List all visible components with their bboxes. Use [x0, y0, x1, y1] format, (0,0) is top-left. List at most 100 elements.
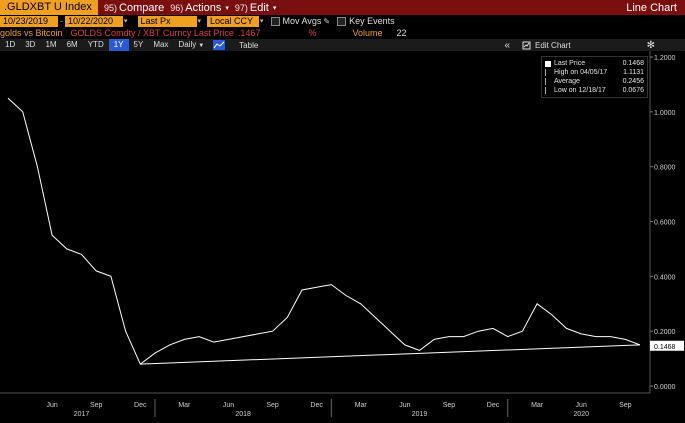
date-separator: - [60, 16, 63, 26]
edit-button[interactable]: 97) Edit ▾ [235, 2, 277, 14]
high-marker-icon [545, 69, 551, 76]
period-6m[interactable]: 6M [66, 40, 78, 49]
period-1m[interactable]: 1M [45, 40, 57, 49]
last-value-badge [650, 340, 684, 351]
y-tick-label: 0.8000 [654, 165, 676, 172]
legend-value: 1.1131 [623, 69, 644, 76]
last-value: .1467 [237, 28, 261, 38]
y-tick-label: 0.4000 [654, 274, 676, 281]
edit-chart-button[interactable]: Edit Chart [522, 41, 571, 50]
key-events-checkbox[interactable] [337, 16, 347, 26]
volume-value: 22 [396, 28, 407, 38]
field-select[interactable]: Last Px [137, 15, 197, 27]
period-ytd[interactable]: YTD [87, 40, 104, 49]
currency-select[interactable]: Local CCY [207, 15, 260, 27]
y-axis-ticks: 1.2000 1.0000 0.8000 0.6000 0.4000 0.2000 0.00… [650, 55, 676, 391]
x-year-label: 2017 [74, 411, 90, 418]
x-tick-label: Jun [576, 402, 587, 409]
price-series-line [7, 97, 641, 365]
x-year-label: 2018 [235, 411, 251, 418]
x-tick-label: Sep [443, 402, 456, 409]
y-tick-label: 0.6000 [654, 220, 676, 227]
edit-chart-icon [522, 41, 531, 49]
average-marker-icon [545, 78, 551, 85]
x-tick-label: Dec [310, 402, 323, 409]
legend-value: 0.0676 [622, 87, 644, 94]
line-chart: 1.2000 1.0000 0.8000 0.6000 0.4000 0.2000 0.00… [0, 51, 684, 418]
field-dropdown-icon[interactable]: ▾ [197, 18, 202, 25]
x-year-label: 2020 [573, 411, 589, 418]
last-value-text: 0.1468 [654, 344, 676, 351]
x-axis-ticks: Jun Sep Dec Mar Jun Sep Dec Mar Jun Sep Dec Mar Jun S… [46, 399, 632, 418]
gear-icon[interactable]: ✻ [646, 39, 655, 51]
legend-value: 0.1468 [622, 60, 644, 67]
legend-label: Last Price [554, 60, 586, 67]
x-year-label: 2019 [412, 411, 428, 418]
security-info-row: golds vs Bitcoin GOLDS Comdty / XBT Curn… [0, 27, 685, 39]
caret-down-icon: ▼ [198, 43, 205, 49]
legend-label: High on 04/05/17 [554, 69, 608, 76]
mov-avgs-checkbox[interactable] [270, 16, 280, 26]
edit-label: Edit [249, 1, 269, 14]
key-events-label: Key Events [349, 16, 395, 26]
y-tick-label: 0.0000 [654, 384, 676, 391]
edit-chart-label: Edit Chart [535, 40, 571, 50]
compare-button[interactable]: 95) Compare [104, 2, 164, 14]
caret-down-icon: ▾ [272, 4, 277, 12]
period-toolbar: 1D 3D 1M 6M YTD 1Y 5Y Max Daily ▼ Table «… [0, 39, 685, 51]
actions-button[interactable]: 96) Actions ▾ [170, 2, 229, 14]
x-tick-label: Sep [90, 402, 103, 409]
period-1d[interactable]: 1D [5, 40, 16, 49]
period-5y[interactable]: 5Y [133, 40, 144, 49]
ticker-field[interactable]: .GLDXBT U Index [0, 0, 98, 15]
line-chart-icon[interactable] [213, 40, 226, 50]
y-tick-label: 0.2000 [654, 329, 676, 336]
start-date-field[interactable]: 10/23/2019 [0, 15, 58, 27]
period-3d[interactable]: 3D [25, 40, 36, 49]
volume-label: Volume [352, 28, 383, 38]
collapse-icon[interactable]: « [504, 39, 511, 51]
x-tick-label: Mar [531, 402, 544, 409]
period-max[interactable]: Max [153, 40, 169, 49]
chart-area[interactable]: 1.2000 1.0000 0.8000 0.6000 0.4000 0.2000 0.00… [0, 51, 685, 418]
legend-row: Last Price 0.1468 [545, 59, 644, 68]
y-tick-label: 1.2000 [654, 55, 676, 62]
legend-row: Average 0.2456 [545, 77, 644, 86]
x-tick-label: Dec [134, 402, 147, 409]
actions-number: 96) [170, 2, 184, 13]
x-tick-label: Jun [223, 402, 234, 409]
actions-label: Actions [185, 1, 222, 14]
chart-type-title: Line Chart [626, 1, 677, 14]
compare-label: Compare [119, 1, 165, 14]
security-description: GOLDS Comdty / XBT Curncy Last Price [70, 28, 234, 38]
date-controls-row: 10/23/2019 - 10/22/2020 ▾ Last Px ▾ Loca… [0, 15, 685, 27]
low-marker-icon [545, 87, 551, 94]
frequency-select[interactable]: Daily ▼ [173, 39, 209, 51]
x-tick-label: Sep [266, 402, 279, 409]
legend-row: Low on 12/18/17 0.0676 [545, 86, 644, 95]
table-button[interactable]: Table [239, 40, 259, 50]
x-tick-label: Jun [399, 402, 410, 409]
x-tick-label: Dec [487, 402, 500, 409]
trend-line [140, 344, 641, 365]
x-tick-label: Sep [619, 402, 632, 409]
currency-dropdown-icon[interactable]: ▾ [260, 18, 264, 25]
x-tick-label: Mar [178, 402, 191, 409]
x-tick-label: Mar [355, 402, 368, 409]
legend-label: Low on 12/18/17 [554, 87, 606, 94]
security-name: golds vs Bitcoin [0, 28, 63, 38]
legend-value: 0.2456 [622, 78, 644, 85]
pencil-icon[interactable]: ✎ [323, 16, 331, 26]
compare-number: 95) [104, 2, 118, 13]
title-bar: .GLDXBT U Index 95) Compare 96) Actions … [0, 0, 685, 15]
calendar-dropdown-icon[interactable]: ▾ [124, 18, 128, 25]
caret-down-icon: ▾ [225, 4, 229, 12]
period-1y[interactable]: 1Y [108, 39, 129, 51]
end-date-field[interactable]: 10/22/2020 [65, 15, 123, 27]
legend-swatch [545, 60, 551, 67]
frequency-label: Daily [178, 40, 197, 49]
last-price-marker: 0.1468 [650, 340, 684, 351]
mov-avgs-label: Mov Avgs [282, 16, 322, 26]
chart-legend[interactable]: Last Price 0.1468 High on 04/05/17 1.113… [541, 56, 648, 98]
x-tick-label: Jun [46, 402, 57, 409]
